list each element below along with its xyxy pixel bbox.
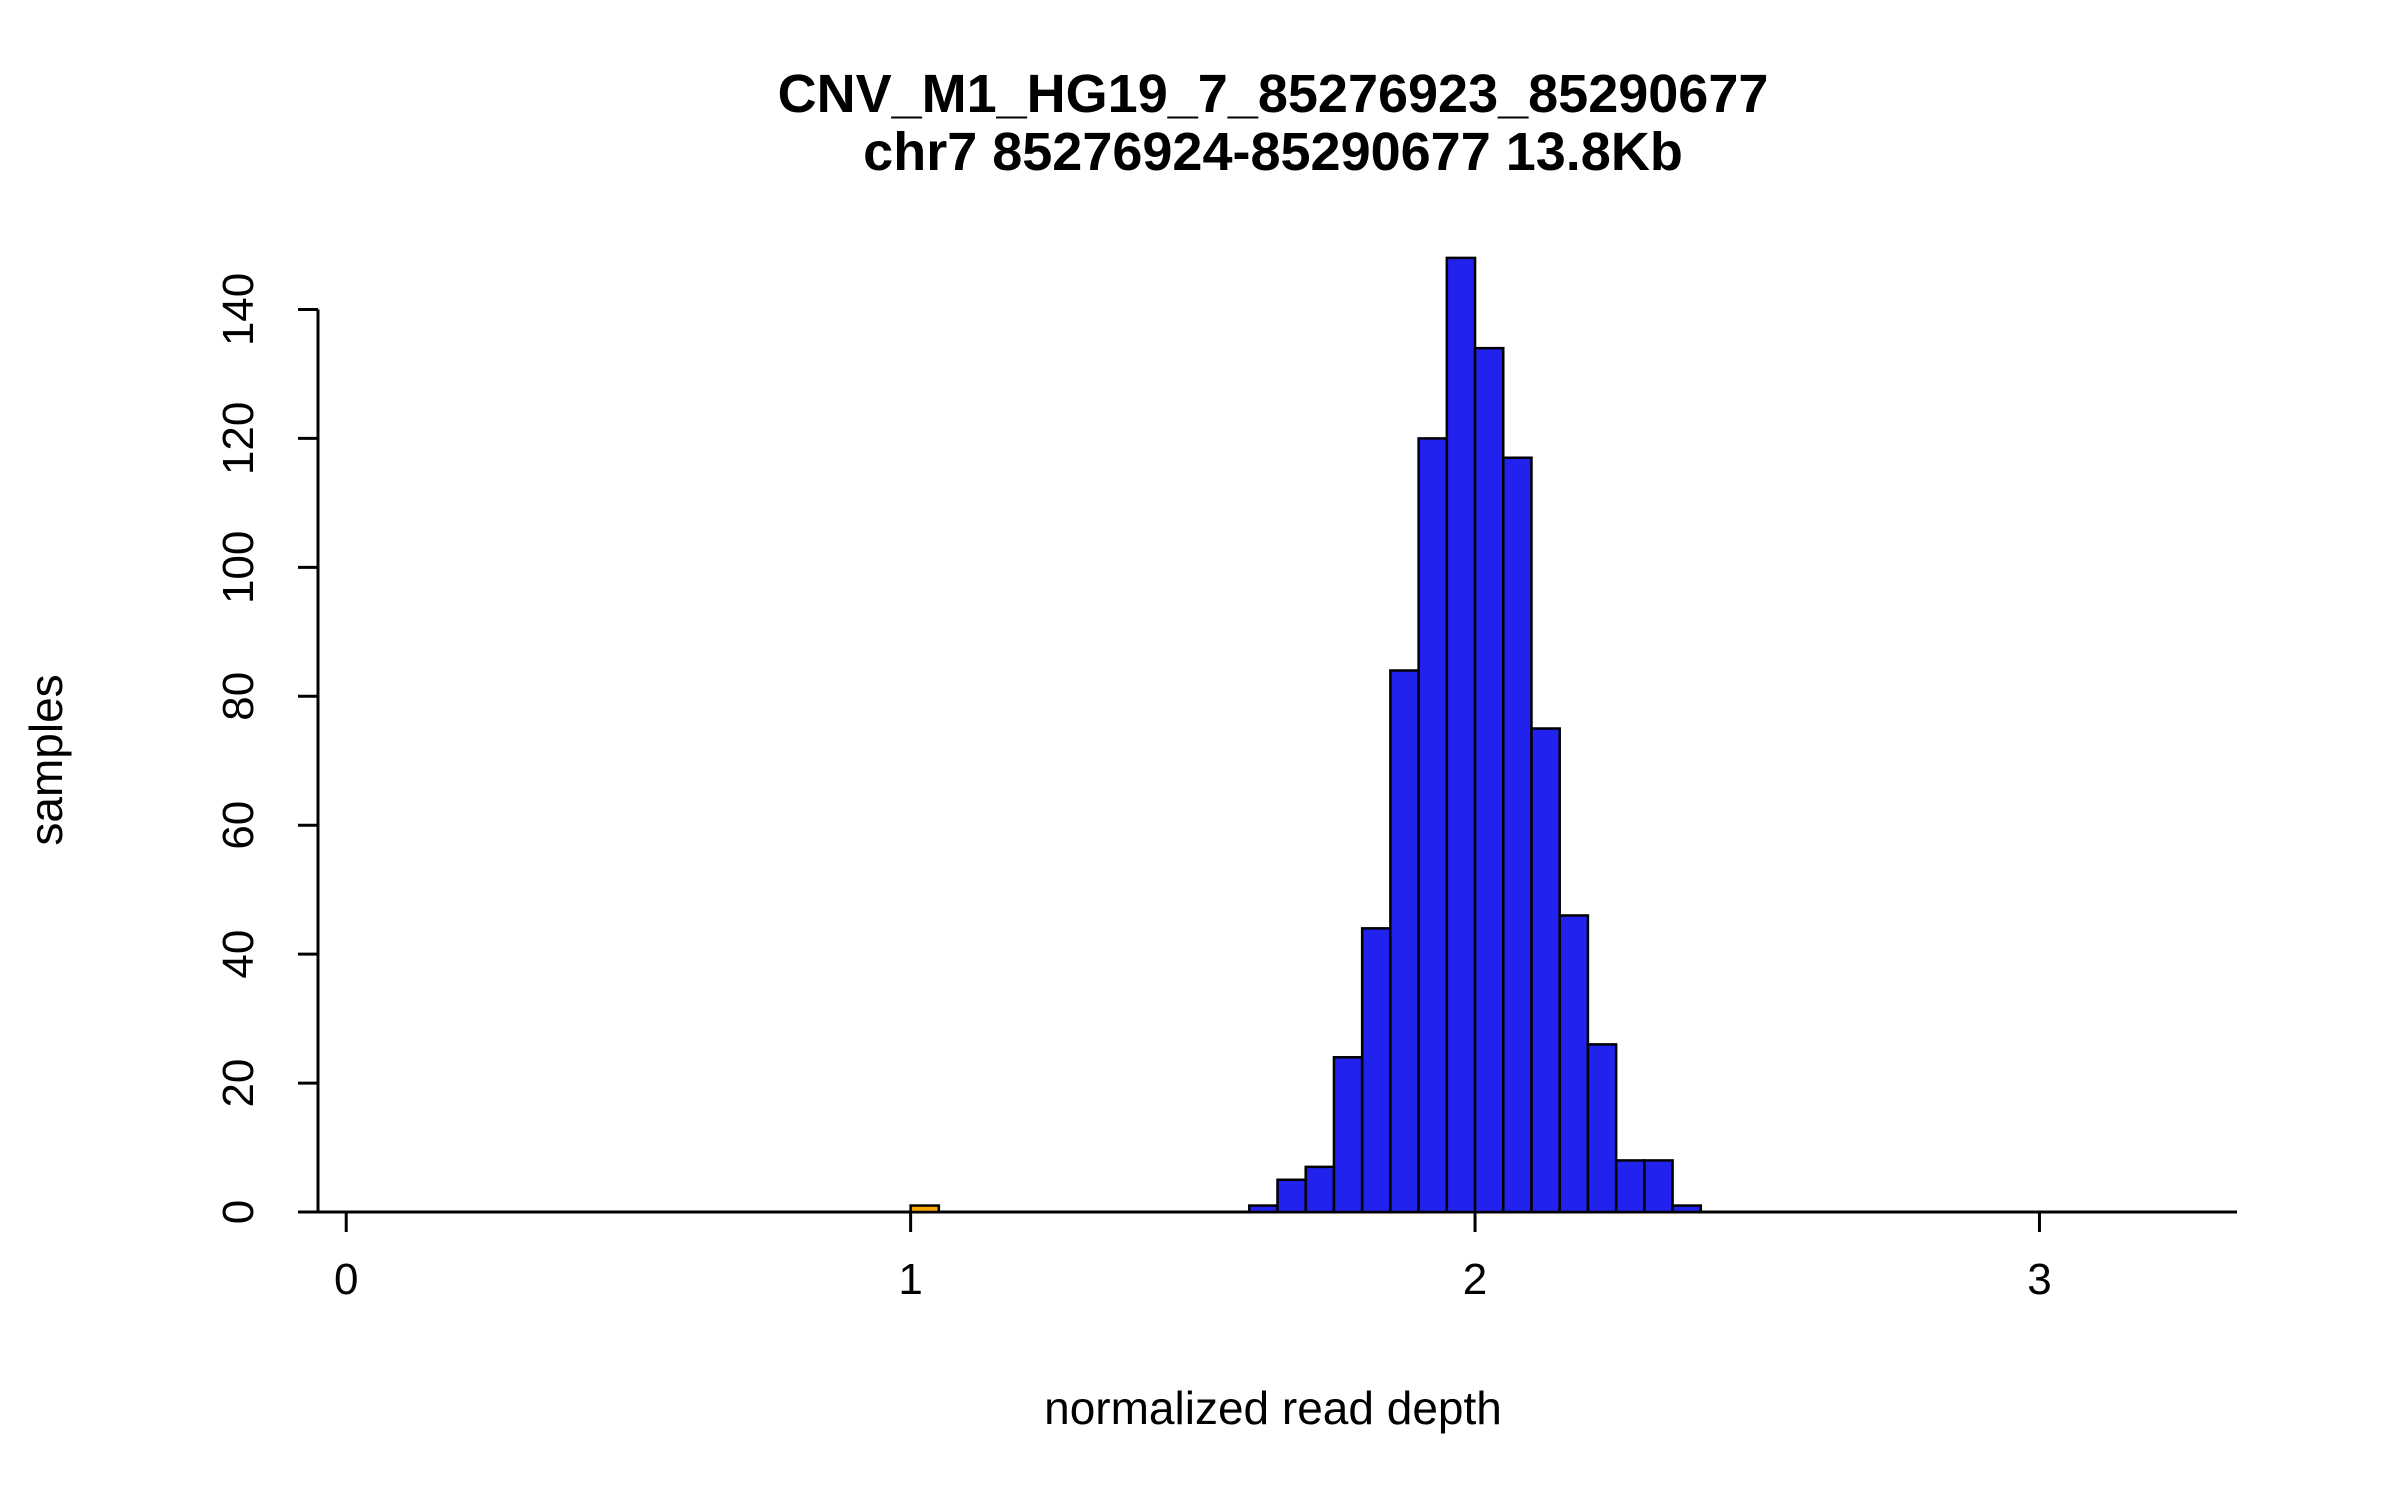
x-tick-label: 2 — [1463, 1255, 1487, 1304]
x-axis-title: normalized read depth — [1044, 1382, 1502, 1434]
histogram-bar — [1643, 1159, 1674, 1214]
histogram-bar — [1558, 914, 1590, 1214]
histogram-bar — [1502, 456, 1533, 1214]
histogram-bar — [1389, 669, 1420, 1214]
y-tick-label: 20 — [214, 1059, 263, 1108]
y-tick-label: 60 — [214, 801, 263, 850]
histogram-bar — [1530, 727, 1561, 1214]
chart-subtitle: chr7 85276924-85290677 13.8Kb — [863, 122, 1683, 182]
x-tick-label: 0 — [334, 1255, 358, 1304]
x-tick-label: 3 — [2027, 1255, 2051, 1304]
histogram-bar — [1276, 1178, 1307, 1214]
y-tick-label: 100 — [214, 531, 263, 604]
histogram-bar — [1614, 1159, 1646, 1214]
axes-layer: 0 1 2 3 0 20 40 60 80 100 120 140 — [214, 273, 2237, 1304]
histogram-bar — [1417, 437, 1449, 1214]
histogram-bar — [1445, 256, 1477, 1214]
histogram-bar — [1586, 1043, 1618, 1214]
y-tick-label: 140 — [214, 273, 263, 346]
histogram-bar — [1304, 1165, 1336, 1214]
y-tick-label: 80 — [214, 672, 263, 721]
histogram-bar — [1332, 1056, 1364, 1214]
histogram-bar — [1360, 927, 1392, 1214]
y-tick-label: 120 — [214, 402, 263, 475]
histogram-bar — [1248, 1204, 1279, 1214]
histogram-bar — [1671, 1204, 1703, 1214]
histogram-bar — [1473, 346, 1505, 1214]
x-tick-label: 1 — [898, 1255, 922, 1304]
bars-layer — [909, 256, 1703, 1214]
y-tick-label: 40 — [214, 930, 263, 979]
chart-title: CNV_M1_HG19_7_85276923_85290677 — [778, 64, 1769, 124]
histogram-bar — [909, 1204, 941, 1214]
y-axis-title: samples — [20, 674, 72, 845]
y-tick-label: 0 — [214, 1200, 263, 1224]
